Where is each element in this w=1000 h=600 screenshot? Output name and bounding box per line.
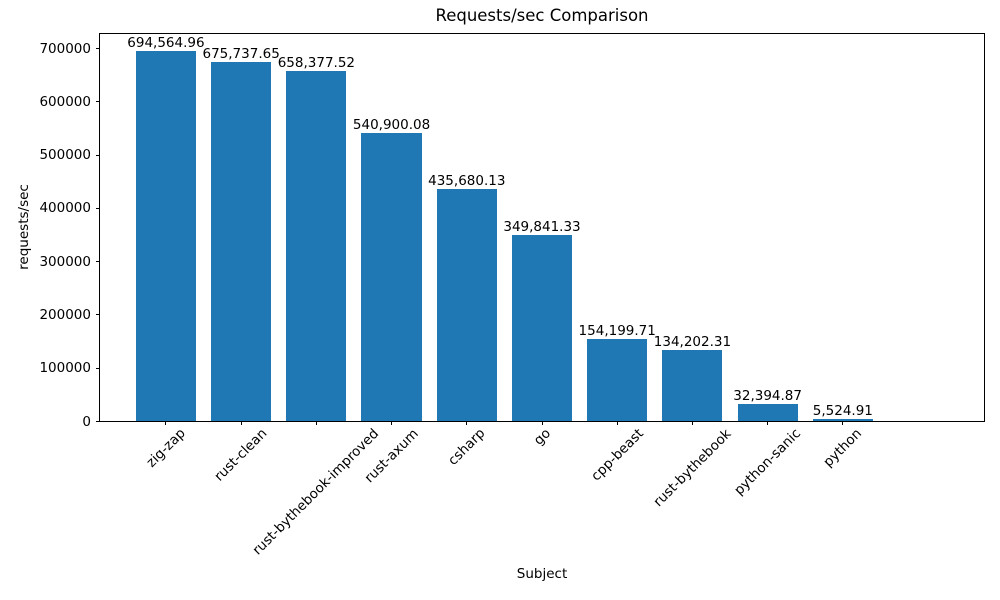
x-tick-label: rust-clean <box>211 425 271 485</box>
y-tick-mark <box>95 207 99 209</box>
y-tick-mark <box>95 367 99 369</box>
y-tick-label: 500000 <box>39 147 91 164</box>
x-tick-mark <box>315 421 317 425</box>
bar-value-label: 435,680.13 <box>428 173 506 190</box>
y-tick-label: 600000 <box>39 93 91 110</box>
bar-rust-bythebook-improved <box>286 70 347 422</box>
bar-zig-zap <box>135 51 196 422</box>
bar-go <box>511 235 573 422</box>
x-tick-mark <box>767 421 769 425</box>
bar-value-label: 32,394.87 <box>733 388 802 405</box>
y-tick-mark <box>95 154 99 156</box>
y-tick-mark <box>95 101 99 103</box>
bar-value-label: 675,737.65 <box>202 45 280 62</box>
bar-value-label: 658,377.52 <box>277 54 356 71</box>
x-tick-label: python <box>820 425 866 471</box>
bar-python-sanic <box>737 404 798 422</box>
bar-rust-axum <box>361 133 422 422</box>
y-axis-title: requests/sec <box>16 184 32 270</box>
x-tick-mark <box>541 421 543 425</box>
x-tick-mark <box>165 421 167 425</box>
y-tick-label: 700000 <box>39 40 91 57</box>
x-tick-mark <box>240 421 242 425</box>
x-tick-label: zig-zap <box>143 425 189 471</box>
x-tick-label: cpp-beast <box>587 425 647 485</box>
x-tick-mark <box>466 421 468 425</box>
bar-rust-bythebook <box>662 350 723 422</box>
bar-value-label: 154,199.71 <box>578 323 656 340</box>
x-tick-label: csharp <box>445 425 489 469</box>
x-tick-mark <box>391 421 393 425</box>
x-tick-mark <box>842 421 844 425</box>
x-tick-mark <box>691 421 693 425</box>
y-tick-mark <box>95 261 99 263</box>
y-tick-label: 300000 <box>39 253 91 270</box>
bar-python <box>812 418 873 422</box>
y-tick-mark <box>95 421 99 422</box>
bar-csharp <box>436 189 497 422</box>
y-tick-label: 400000 <box>39 200 91 217</box>
bar-value-label: 540,900.08 <box>352 117 431 134</box>
chart-title: Requests/sec Comparison <box>435 6 649 25</box>
bar-rust-clean <box>211 61 272 422</box>
bar-value-label: 694,564.96 <box>127 35 205 52</box>
x-tick-mark <box>616 421 618 425</box>
y-tick-label: 0 <box>82 413 91 430</box>
bar-value-label: 134,202.31 <box>653 334 732 350</box>
x-axis-title: Subject <box>516 566 568 582</box>
x-tick-label: python-sanic <box>731 425 805 499</box>
y-tick-mark <box>95 48 99 50</box>
bar-value-label: 5,524.91 <box>812 402 873 419</box>
bar-value-label: 349,841.33 <box>503 219 581 236</box>
x-tick-label: rust-bythebook <box>650 425 735 510</box>
x-tick-label: go <box>530 425 554 449</box>
y-tick-label: 100000 <box>39 360 91 377</box>
y-tick-label: 200000 <box>39 306 91 323</box>
x-tick-label: rust-bythebook-improved <box>249 425 383 559</box>
bar-cpp-beast <box>587 339 648 422</box>
y-tick-mark <box>95 314 99 316</box>
